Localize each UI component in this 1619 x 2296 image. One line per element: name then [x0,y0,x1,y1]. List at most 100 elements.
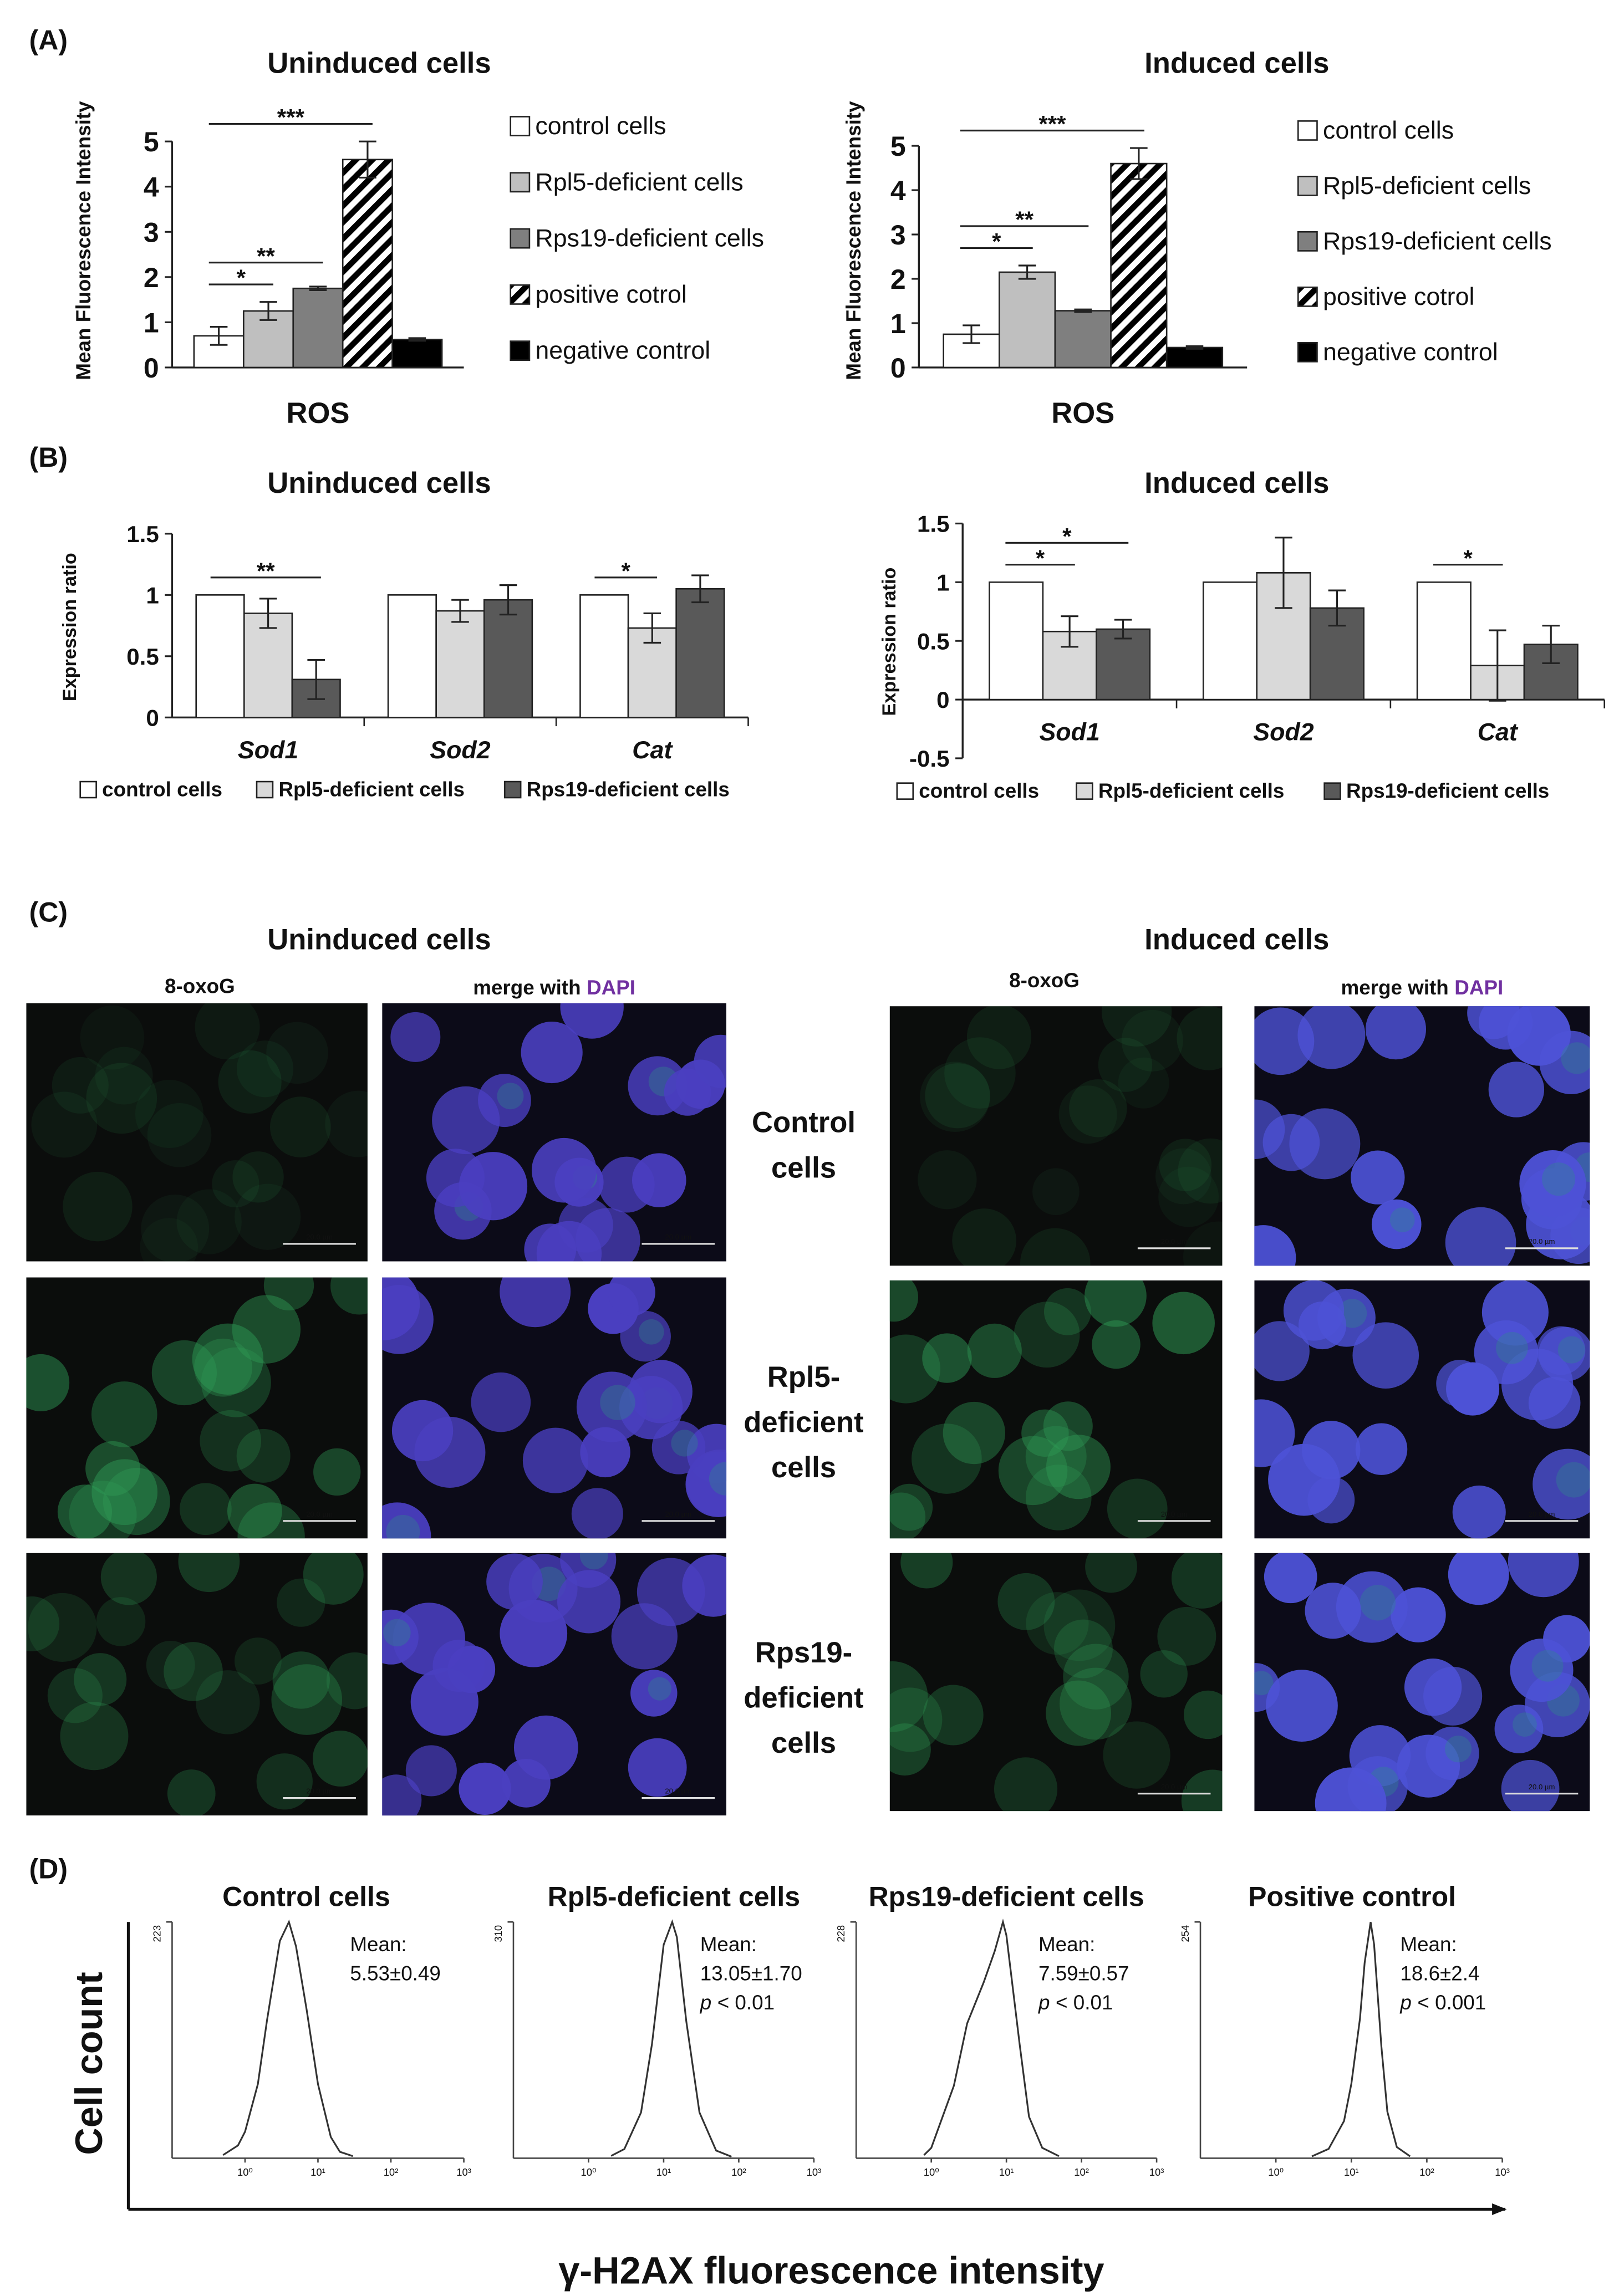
scale-bar-label: 20.0 µm [1529,1783,1555,1791]
nucleus-8oxog [26,1354,70,1411]
nucleus-dapi [1539,1030,1590,1094]
nucleus-overlap [1389,1207,1415,1233]
scale-bar-label: 20.0 µm [1161,1783,1188,1791]
nucleus-overlap [1531,1650,1564,1682]
x-tick-label: 10⁰ [237,2166,253,2178]
nucleus-dapi [1264,1553,1317,1604]
nucleus-overlap [600,1385,635,1420]
nucleus-8oxog [1043,1401,1093,1451]
nucleus-8oxog [218,1050,282,1114]
bar [342,159,393,369]
y-axis-label: Mean Fluorescence Intensity [842,101,865,380]
nucleus-dapi [1538,1326,1590,1382]
nucleus-8oxog [1178,1138,1223,1204]
nucleus-dapi [651,1421,706,1474]
row-label: Rps19- [755,1636,852,1669]
nucleus-dapi [502,1759,551,1808]
nucleus-dapi [1254,1225,1296,1266]
dapi-text: DAPI [1454,976,1503,999]
merge-label: merge with DAPI [473,976,635,999]
nucleus-8oxog [1063,1644,1129,1710]
nucleus-8oxog [1177,1006,1223,1070]
error-bar [963,324,980,344]
legend-swatch [79,780,97,799]
error-bar [1185,345,1204,350]
x-tick-label: 10³ [1495,2166,1510,2178]
nucleus-dapi [478,1074,531,1127]
legend-swatch [510,172,531,193]
nucleus-8oxog [80,1005,145,1070]
nucleus-8oxog [1181,1769,1223,1812]
nucleus-dapi [1371,1199,1422,1249]
micrograph [1254,1553,1590,1812]
panel-label: (A) [29,24,68,55]
error-bar [1542,625,1560,664]
nucleus-dapi [382,1609,419,1665]
scale-bar-label: 20.0 µm [665,1787,691,1795]
nucleus-dapi [557,1570,621,1634]
nucleus-8oxog [1060,1667,1132,1740]
nucleus-8oxog [997,1573,1055,1630]
cell-count-label: Cell count [68,1972,110,2155]
category-label: Cat [1478,719,1519,746]
nucleus-8oxog [60,1702,129,1771]
error-bar [359,140,376,178]
bar [1165,346,1224,369]
x-tick-label: 10² [1074,2166,1089,2178]
category-label: ROS [1051,397,1114,430]
nucleus-8oxog [201,1347,271,1417]
nucleus-8oxog [1058,1085,1117,1144]
nucleus-dapi [637,1558,705,1626]
nucleus-8oxog [57,1484,112,1539]
nucleus-8oxog [95,1047,153,1105]
nucleus-dapi [382,1774,422,1816]
y-axis-label: Mean Fluorescence Intensity [72,101,95,380]
nucleus-dapi [1254,1321,1310,1381]
nucleus-dapi [1366,1006,1427,1060]
y-axis-label: Expression ratio [59,553,80,701]
row-label: Control [752,1106,856,1139]
nucleus-overlap [1557,1336,1585,1364]
nucleus-overlap [579,1553,608,1570]
nucleus-8oxog [232,1295,301,1364]
nucleus-8oxog [1101,1006,1172,1047]
nucleus-8oxog [966,1006,1032,1069]
nucleus-dapi [1448,1553,1509,1605]
nucleus-dapi [1533,1448,1590,1520]
legend-label: Rps19-deficient cells [535,225,764,252]
nucleus-8oxog [303,1553,364,1605]
stat-text: 13.05±1.70 [700,1962,802,1984]
error-bar [643,612,661,644]
y-tick-label: 1 [146,582,159,608]
error-bar [259,301,277,321]
chart-title: Control cells [222,1881,390,1912]
nucleus-8oxog [1025,1426,1087,1487]
nucleus-dapi [531,1137,597,1203]
legend-swatch [510,116,531,136]
nucleus-dapi [1352,1322,1419,1389]
nucleus-dapi [1262,1114,1320,1171]
p-threshold: < 0.01 [717,1991,775,2014]
bar [391,339,443,369]
nucleus-dapi [410,1668,478,1736]
y-tick-label: 1 [144,307,159,338]
micrograph-background [889,1006,1223,1266]
legend-label: control cells [102,778,222,800]
legend-swatch [1297,231,1318,252]
intensity-label: γ-H2AX fluorescence intensity [558,2250,1104,2292]
nucleus-dapi [630,1670,678,1717]
significance-label: ** [257,558,275,584]
legend-label: Rps19-deficient cells [527,778,730,800]
nucleus-overlap [497,1083,524,1110]
nucleus-8oxog [889,1280,919,1322]
nucleus-8oxog [923,1685,984,1746]
nucleus-dapi [405,1745,457,1797]
nucleus-dapi [1305,1583,1361,1639]
nucleus-8oxog [330,1277,368,1315]
bar [292,287,344,369]
nucleus-dapi [500,1599,568,1667]
merge-label: merge with DAPI [1341,976,1503,999]
nucleus-8oxog [164,1642,223,1701]
micrograph [889,1006,1223,1266]
channel-label: 8-oxoG [1009,969,1080,992]
